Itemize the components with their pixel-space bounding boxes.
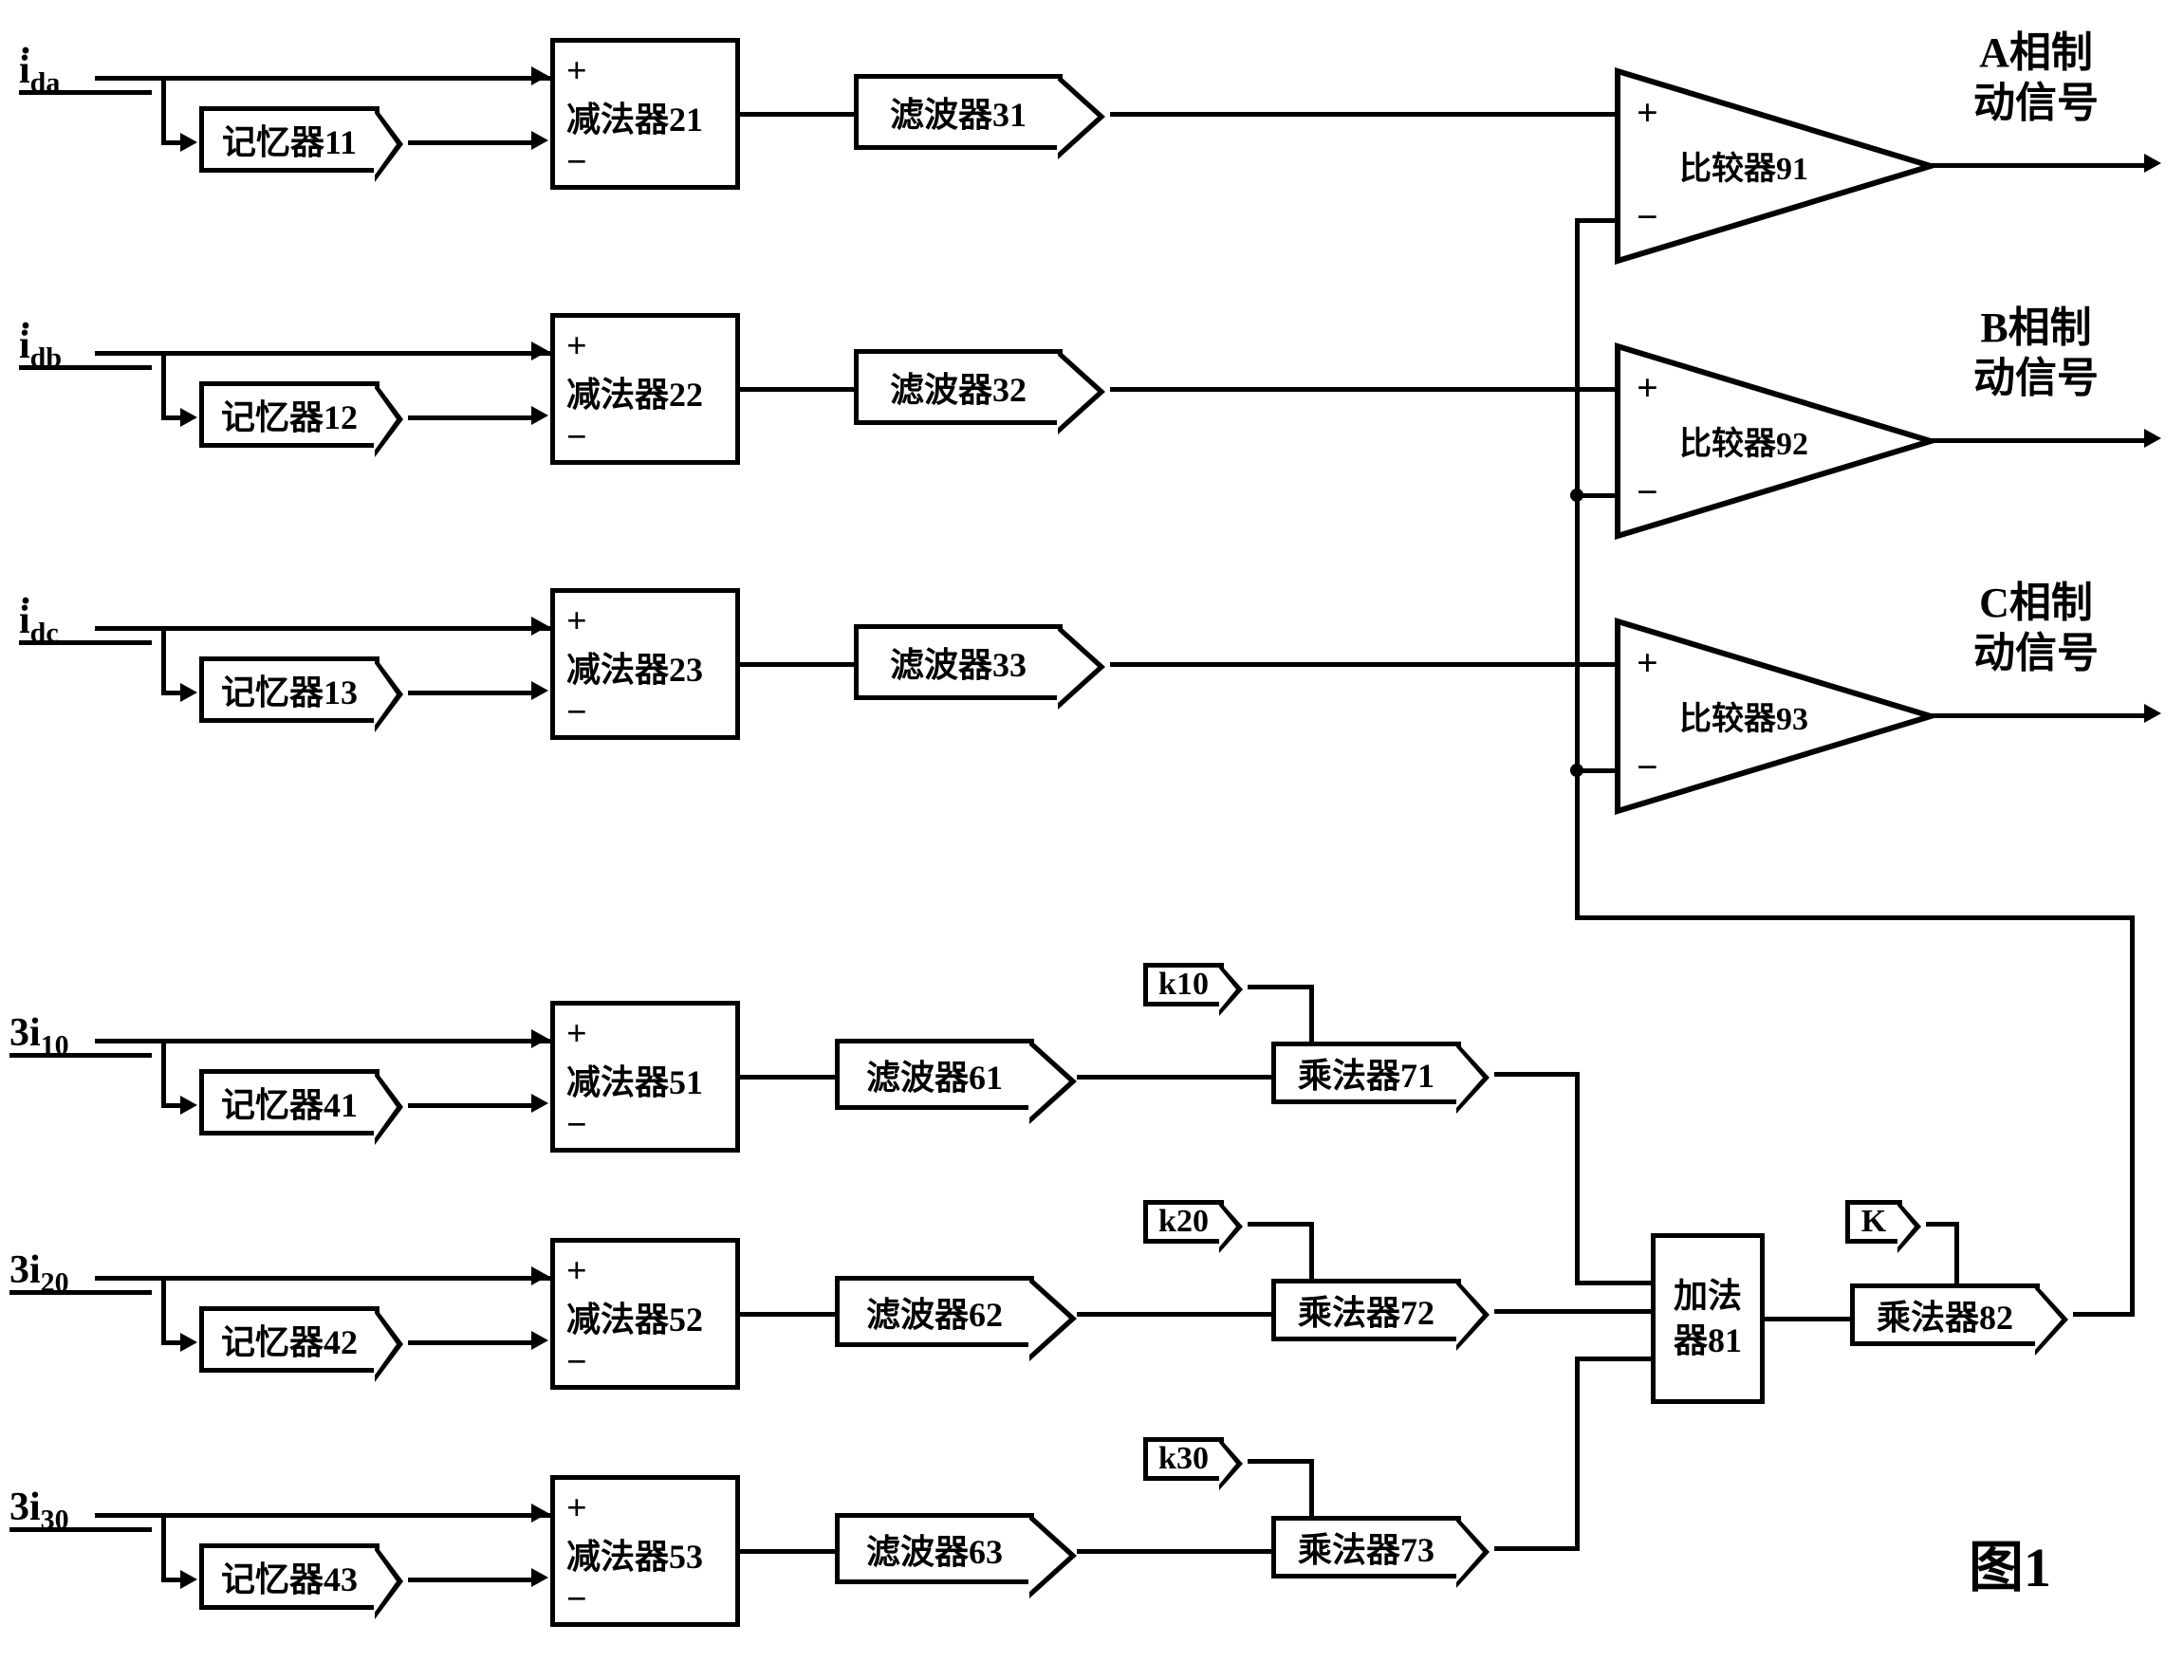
multiplier-73-label: 乘法器73 <box>1298 1523 1434 1572</box>
comparator-92-label: 比较器92 <box>1679 417 1808 464</box>
filter-33: 滤波器33 <box>854 624 1063 700</box>
filter-63: 滤波器63 <box>835 1513 1034 1584</box>
memory-11-label: 记忆器11 <box>222 115 357 164</box>
memory-42: 记忆器42 <box>199 1306 379 1373</box>
output-b: B相制动信号 <box>1973 304 2099 404</box>
subtractor-51: + 减法器51 − <box>550 1001 740 1153</box>
memory-42-label: 记忆器42 <box>221 1315 358 1364</box>
cmp-minus: − <box>1637 194 1658 239</box>
filter-31: 滤波器31 <box>854 74 1063 150</box>
comparator-91-label: 比较器91 <box>1679 142 1808 189</box>
filter-33-label: 滤波器33 <box>890 637 1027 687</box>
memory-13-label: 记忆器13 <box>221 665 358 714</box>
subtractor-21: + 减法器21 − <box>550 38 740 190</box>
subtractor-51-label: 减法器51 <box>566 1055 724 1104</box>
output-c: C相制动信号 <box>1973 579 2099 679</box>
k20-label: k20 <box>1158 1204 1209 1240</box>
multiplier-73: 乘法器73 <box>1271 1516 1461 1578</box>
memory-12-label: 记忆器12 <box>221 390 358 439</box>
k30-box: k30 <box>1143 1437 1224 1481</box>
subtractor-53: + 减法器53 − <box>550 1475 740 1627</box>
filter-62: 滤波器62 <box>835 1276 1034 1347</box>
subtractor-22: + 减法器22 − <box>550 313 740 465</box>
multiplier-72-label: 乘法器72 <box>1298 1285 1434 1335</box>
memory-41-label: 记忆器41 <box>221 1078 358 1127</box>
K-box: K <box>1845 1200 1902 1244</box>
output-a: A相制动信号 <box>1973 28 2099 129</box>
memory-12: 记忆器12 <box>199 381 379 448</box>
filter-62-label: 滤波器62 <box>866 1287 1003 1337</box>
filter-61-label: 滤波器61 <box>866 1050 1003 1099</box>
filter-61: 滤波器61 <box>835 1039 1034 1110</box>
subtractor-21-label: 减法器21 <box>566 92 724 141</box>
memory-11: 记忆器11 <box>199 106 379 173</box>
comparator-93-label: 比较器93 <box>1679 692 1808 739</box>
figure-label: 图1 <box>1969 1523 2051 1602</box>
subtractor-23-label: 减法器23 <box>566 642 724 692</box>
cmp-plus: + <box>1637 90 1658 135</box>
memory-41: 记忆器41 <box>199 1069 379 1135</box>
filter-32: 滤波器32 <box>854 349 1063 425</box>
filter-32-label: 滤波器32 <box>890 362 1027 412</box>
adder-81: 加法器81 <box>1651 1233 1765 1404</box>
memory-13: 记忆器13 <box>199 656 379 723</box>
k10-box: k10 <box>1143 963 1224 1006</box>
subtractor-23: + 减法器23 − <box>550 588 740 740</box>
k30-label: k30 <box>1158 1441 1209 1477</box>
subtractor-52: + 减法器52 − <box>550 1238 740 1390</box>
minus-sign: − <box>566 141 724 183</box>
subtractor-22-label: 减法器22 <box>566 367 724 416</box>
multiplier-82: 乘法器82 <box>1850 1283 2040 1346</box>
multiplier-71: 乘法器71 <box>1271 1042 1461 1104</box>
filter-31-label: 滤波器31 <box>890 87 1027 137</box>
k10-label: k10 <box>1158 967 1209 1003</box>
multiplier-82-label: 乘法器82 <box>1877 1290 2013 1339</box>
plus-sign: + <box>566 50 724 92</box>
subtractor-52-label: 减法器52 <box>566 1292 724 1341</box>
k20-box: k20 <box>1143 1200 1224 1244</box>
memory-43-label: 记忆器43 <box>221 1552 358 1601</box>
K-label: K <box>1861 1204 1886 1240</box>
filter-63-label: 滤波器63 <box>866 1524 1003 1574</box>
multiplier-71-label: 乘法器71 <box>1298 1048 1434 1098</box>
subtractor-53-label: 减法器53 <box>566 1529 724 1578</box>
multiplier-72: 乘法器72 <box>1271 1279 1461 1341</box>
memory-43: 记忆器43 <box>199 1543 379 1610</box>
